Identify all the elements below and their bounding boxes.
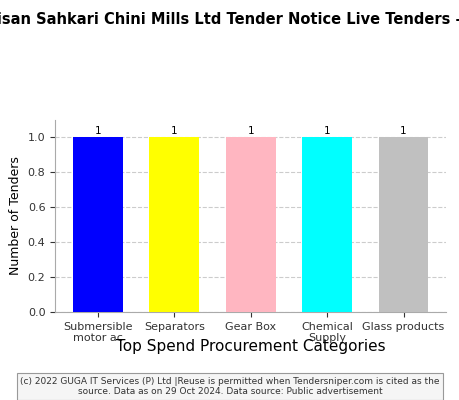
Text: 1: 1 [94,126,101,136]
Bar [302,138,351,312]
Text: 1: 1 [247,126,253,136]
Text: (c) 2022 GUGA IT Services (P) Ltd |Reuse is permitted when Tendersniper.com is c: (c) 2022 GUGA IT Services (P) Ltd |Reuse… [20,377,439,396]
Text: Top Spend Procurement Categories: Top Spend Procurement Categories [116,338,385,354]
Bar [149,138,199,312]
Text: 1: 1 [171,126,177,136]
Text: Sneh Road Nazibabad Bijnor Kisan Sahkari Chini Mills Ltd Tender Notice Live Tend: Sneh Road Nazibabad Bijnor Kisan Sahkari… [0,12,459,27]
Bar [378,138,427,312]
Text: 1: 1 [323,126,330,136]
Bar [225,138,275,312]
Bar [73,138,123,312]
Y-axis label: Number of Tenders: Number of Tenders [9,156,22,276]
Text: 1: 1 [399,126,406,136]
